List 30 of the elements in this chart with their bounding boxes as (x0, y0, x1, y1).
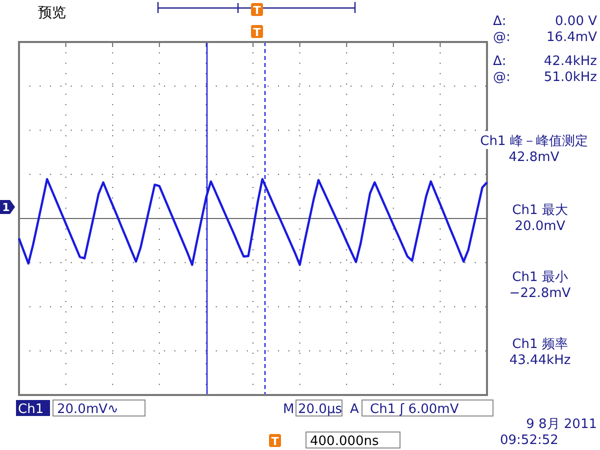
text: 9 8月 2011 (526, 417, 597, 432)
text: Ch1 最大 (512, 203, 568, 218)
text: 20.0mV (514, 219, 566, 234)
text: 1 (2, 201, 10, 214)
text: 09:52:52 (500, 433, 558, 448)
text: T (253, 26, 262, 39)
text: Δ: (493, 14, 506, 29)
text: Δ: (493, 54, 506, 69)
text: M (283, 402, 294, 417)
text: 43.44kHz (509, 353, 571, 368)
text: 0.00 V (555, 14, 598, 29)
text: T (271, 435, 280, 448)
text: Ch1 最小 (512, 270, 568, 285)
text: Ch1 ʃ 6.00mV (370, 402, 459, 417)
text: T (253, 4, 262, 17)
text: Ch1 峰－峰值测定 (480, 134, 588, 149)
text: A (350, 402, 359, 417)
text: @: (493, 30, 510, 45)
text: 400.000ns (310, 434, 379, 449)
text: 51.0kHz (544, 70, 598, 85)
text: 16.4mV (546, 30, 598, 45)
text: Ch1 (18, 402, 44, 417)
text: −22.8mV (509, 286, 571, 301)
text: 20.0µs (298, 402, 342, 417)
chart-title: 预览 (38, 5, 66, 21)
text: 42.8mV (508, 150, 560, 165)
text: Ch1 频率 (512, 336, 568, 352)
text: @: (493, 70, 510, 85)
text: 42.4kHz (544, 54, 598, 69)
text: 20.0mV∿ (57, 402, 118, 417)
